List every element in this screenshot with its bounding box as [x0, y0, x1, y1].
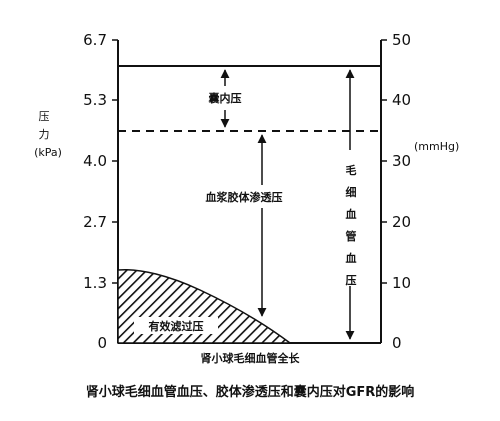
left-tick-1-3: 1.3 [83, 274, 107, 292]
capillary-pressure-char-3: 血 [346, 207, 357, 221]
right-tick-50: 50 [392, 31, 411, 49]
left-axis-title-char-1: 压 [39, 110, 50, 123]
effective-filtration-label: 有效滤过压 [149, 319, 204, 333]
left-tick-6-7: 6.7 [83, 31, 107, 49]
capsule-pressure-label: 囊内压 [208, 91, 242, 105]
capillary-pressure-char-2: 细 [346, 185, 357, 199]
capillary-pressure-char-6: 压 [346, 273, 357, 287]
left-tick-4-0: 4.0 [83, 152, 107, 170]
right-tick-10: 10 [392, 274, 411, 292]
right-tick-0: 0 [392, 334, 402, 352]
x-axis-label: 肾小球毛细血管全长 [201, 351, 301, 365]
left-axis-title-char-2: 力 [39, 128, 50, 141]
left-tick-5-3: 5.3 [83, 91, 107, 109]
left-tick-2-7: 2.7 [83, 213, 107, 231]
right-tick-20: 20 [392, 213, 411, 231]
left-axis-unit: (kPa) [34, 146, 62, 159]
capillary-pressure-char-5: 血 [346, 251, 357, 265]
figure-caption: 肾小球毛细血管血压、胶体渗透压和囊内压对GFR的影响 [85, 385, 415, 400]
left-tick-0: 0 [97, 334, 107, 352]
right-tick-30: 30 [392, 152, 411, 170]
right-tick-40: 40 [392, 91, 411, 109]
capillary-pressure-char-1: 毛 [346, 163, 357, 177]
gfr-diagram: 6.7 5.3 4.0 2.7 1.3 0 50 40 30 20 10 0 压… [34, 31, 459, 365]
right-axis-unit: (mmHg) [414, 140, 459, 153]
capillary-pressure-char-4: 管 [346, 229, 357, 243]
oncotic-pressure-label: 血浆胶体渗透压 [206, 190, 283, 204]
